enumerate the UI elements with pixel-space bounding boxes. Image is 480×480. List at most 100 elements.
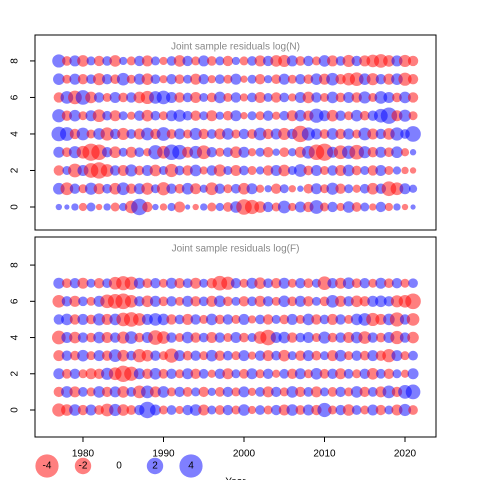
residual-bubble xyxy=(247,165,257,175)
residual-bubble xyxy=(190,91,202,103)
residual-bubble xyxy=(101,147,113,158)
residual-bubble xyxy=(238,313,250,325)
residual-bubble xyxy=(253,127,267,141)
residual-bubble xyxy=(383,91,395,103)
residual-bubble xyxy=(53,165,65,176)
residual-bubble xyxy=(359,350,370,361)
residual-bubble xyxy=(62,147,72,158)
residual-bubble xyxy=(407,55,419,67)
residual-bubble xyxy=(271,404,282,416)
residual-bubble xyxy=(166,296,177,307)
residual-bubble xyxy=(343,296,354,307)
residual-bubble xyxy=(200,203,208,211)
residual-bubble xyxy=(159,75,168,84)
residual-bubble xyxy=(328,405,338,415)
residual-bubble xyxy=(335,110,346,121)
residual-bubble xyxy=(126,92,137,103)
residual-bubble xyxy=(223,110,233,121)
residual-bubble xyxy=(342,201,355,213)
residual-bubble xyxy=(69,368,81,379)
residual-bubble xyxy=(326,128,339,140)
residual-bubble xyxy=(335,183,346,194)
residual-bubble xyxy=(279,147,290,158)
residual-bubble xyxy=(359,110,370,121)
residual-bubble xyxy=(231,314,241,324)
residual-bubble xyxy=(369,203,377,211)
residual-bubble xyxy=(384,202,394,212)
residual-bubble xyxy=(221,276,235,290)
residual-bubble xyxy=(335,404,346,416)
residual-bubble xyxy=(134,110,145,121)
residual-bubble xyxy=(166,368,177,379)
residual-bubble xyxy=(262,110,274,121)
residual-bubble xyxy=(108,349,122,363)
residual-bubble xyxy=(60,127,74,141)
residual-bubble xyxy=(198,404,210,416)
residual-bubble xyxy=(61,313,73,326)
residual-bubble xyxy=(118,92,129,103)
residual-bubble xyxy=(295,278,306,289)
residual-bubble xyxy=(231,387,241,397)
residual-bubble xyxy=(262,368,274,379)
residual-bubble xyxy=(262,296,274,307)
residual-bubble xyxy=(350,295,363,308)
residual-bubble xyxy=(271,314,281,324)
residual-bubble xyxy=(359,386,370,398)
residual-bubble xyxy=(141,127,154,141)
residual-bubble xyxy=(134,55,145,67)
y-tick-label: 8 xyxy=(10,58,21,64)
residual-bubble xyxy=(260,329,276,346)
residual-bubble xyxy=(77,313,89,325)
residual-bubble xyxy=(158,278,168,288)
residual-bubble xyxy=(302,91,315,104)
residual-bubble xyxy=(53,146,65,158)
residual-bubble xyxy=(214,91,226,104)
residual-bubble xyxy=(109,386,121,398)
residual-bubble xyxy=(238,146,250,158)
residual-bubble xyxy=(327,368,338,379)
residual-bubble xyxy=(172,144,187,160)
residual-bubble xyxy=(294,368,306,380)
residual-bubble xyxy=(326,91,339,104)
residual-bubble xyxy=(254,277,266,289)
residual-bubble xyxy=(223,350,233,361)
residual-bubble xyxy=(141,55,153,67)
residual-bubble xyxy=(279,110,290,121)
residual-bubble xyxy=(351,350,362,361)
residual-bubble xyxy=(215,56,225,66)
residual-bubble xyxy=(69,278,81,289)
residual-bubble xyxy=(205,182,219,196)
residual-bubble xyxy=(390,330,404,345)
legend-label: 4 xyxy=(188,461,194,472)
residual-bubble xyxy=(368,278,378,288)
residual-bubble xyxy=(214,183,226,194)
residual-bubble xyxy=(327,332,338,343)
residual-bubble xyxy=(166,56,177,66)
residual-bubble xyxy=(366,73,379,86)
residual-bubble xyxy=(92,73,106,86)
residual-bubble xyxy=(408,278,418,289)
residual-bubble xyxy=(319,129,330,139)
residual-bubble xyxy=(77,332,89,343)
residual-bubble xyxy=(223,74,233,84)
residual-bubble xyxy=(158,405,168,415)
residual-bubble xyxy=(295,332,306,343)
residual-bubble xyxy=(254,201,266,213)
residual-bubble xyxy=(238,350,250,362)
residual-bubble xyxy=(61,404,73,416)
residual-bubble xyxy=(375,404,387,416)
residual-bubble xyxy=(182,165,193,176)
residual-bubble xyxy=(222,55,234,67)
residual-bubble xyxy=(279,184,289,194)
residual-bubble xyxy=(279,387,289,397)
residual-bubble xyxy=(231,183,241,194)
residual-bubble xyxy=(198,55,210,67)
residual-bubble xyxy=(207,202,217,212)
residual-bubble xyxy=(246,277,258,289)
residual-bubble xyxy=(86,387,96,397)
residual-bubble xyxy=(401,203,409,211)
residual-bubble xyxy=(286,313,298,325)
residual-bubble xyxy=(255,147,265,157)
panel-frame xyxy=(34,236,437,438)
